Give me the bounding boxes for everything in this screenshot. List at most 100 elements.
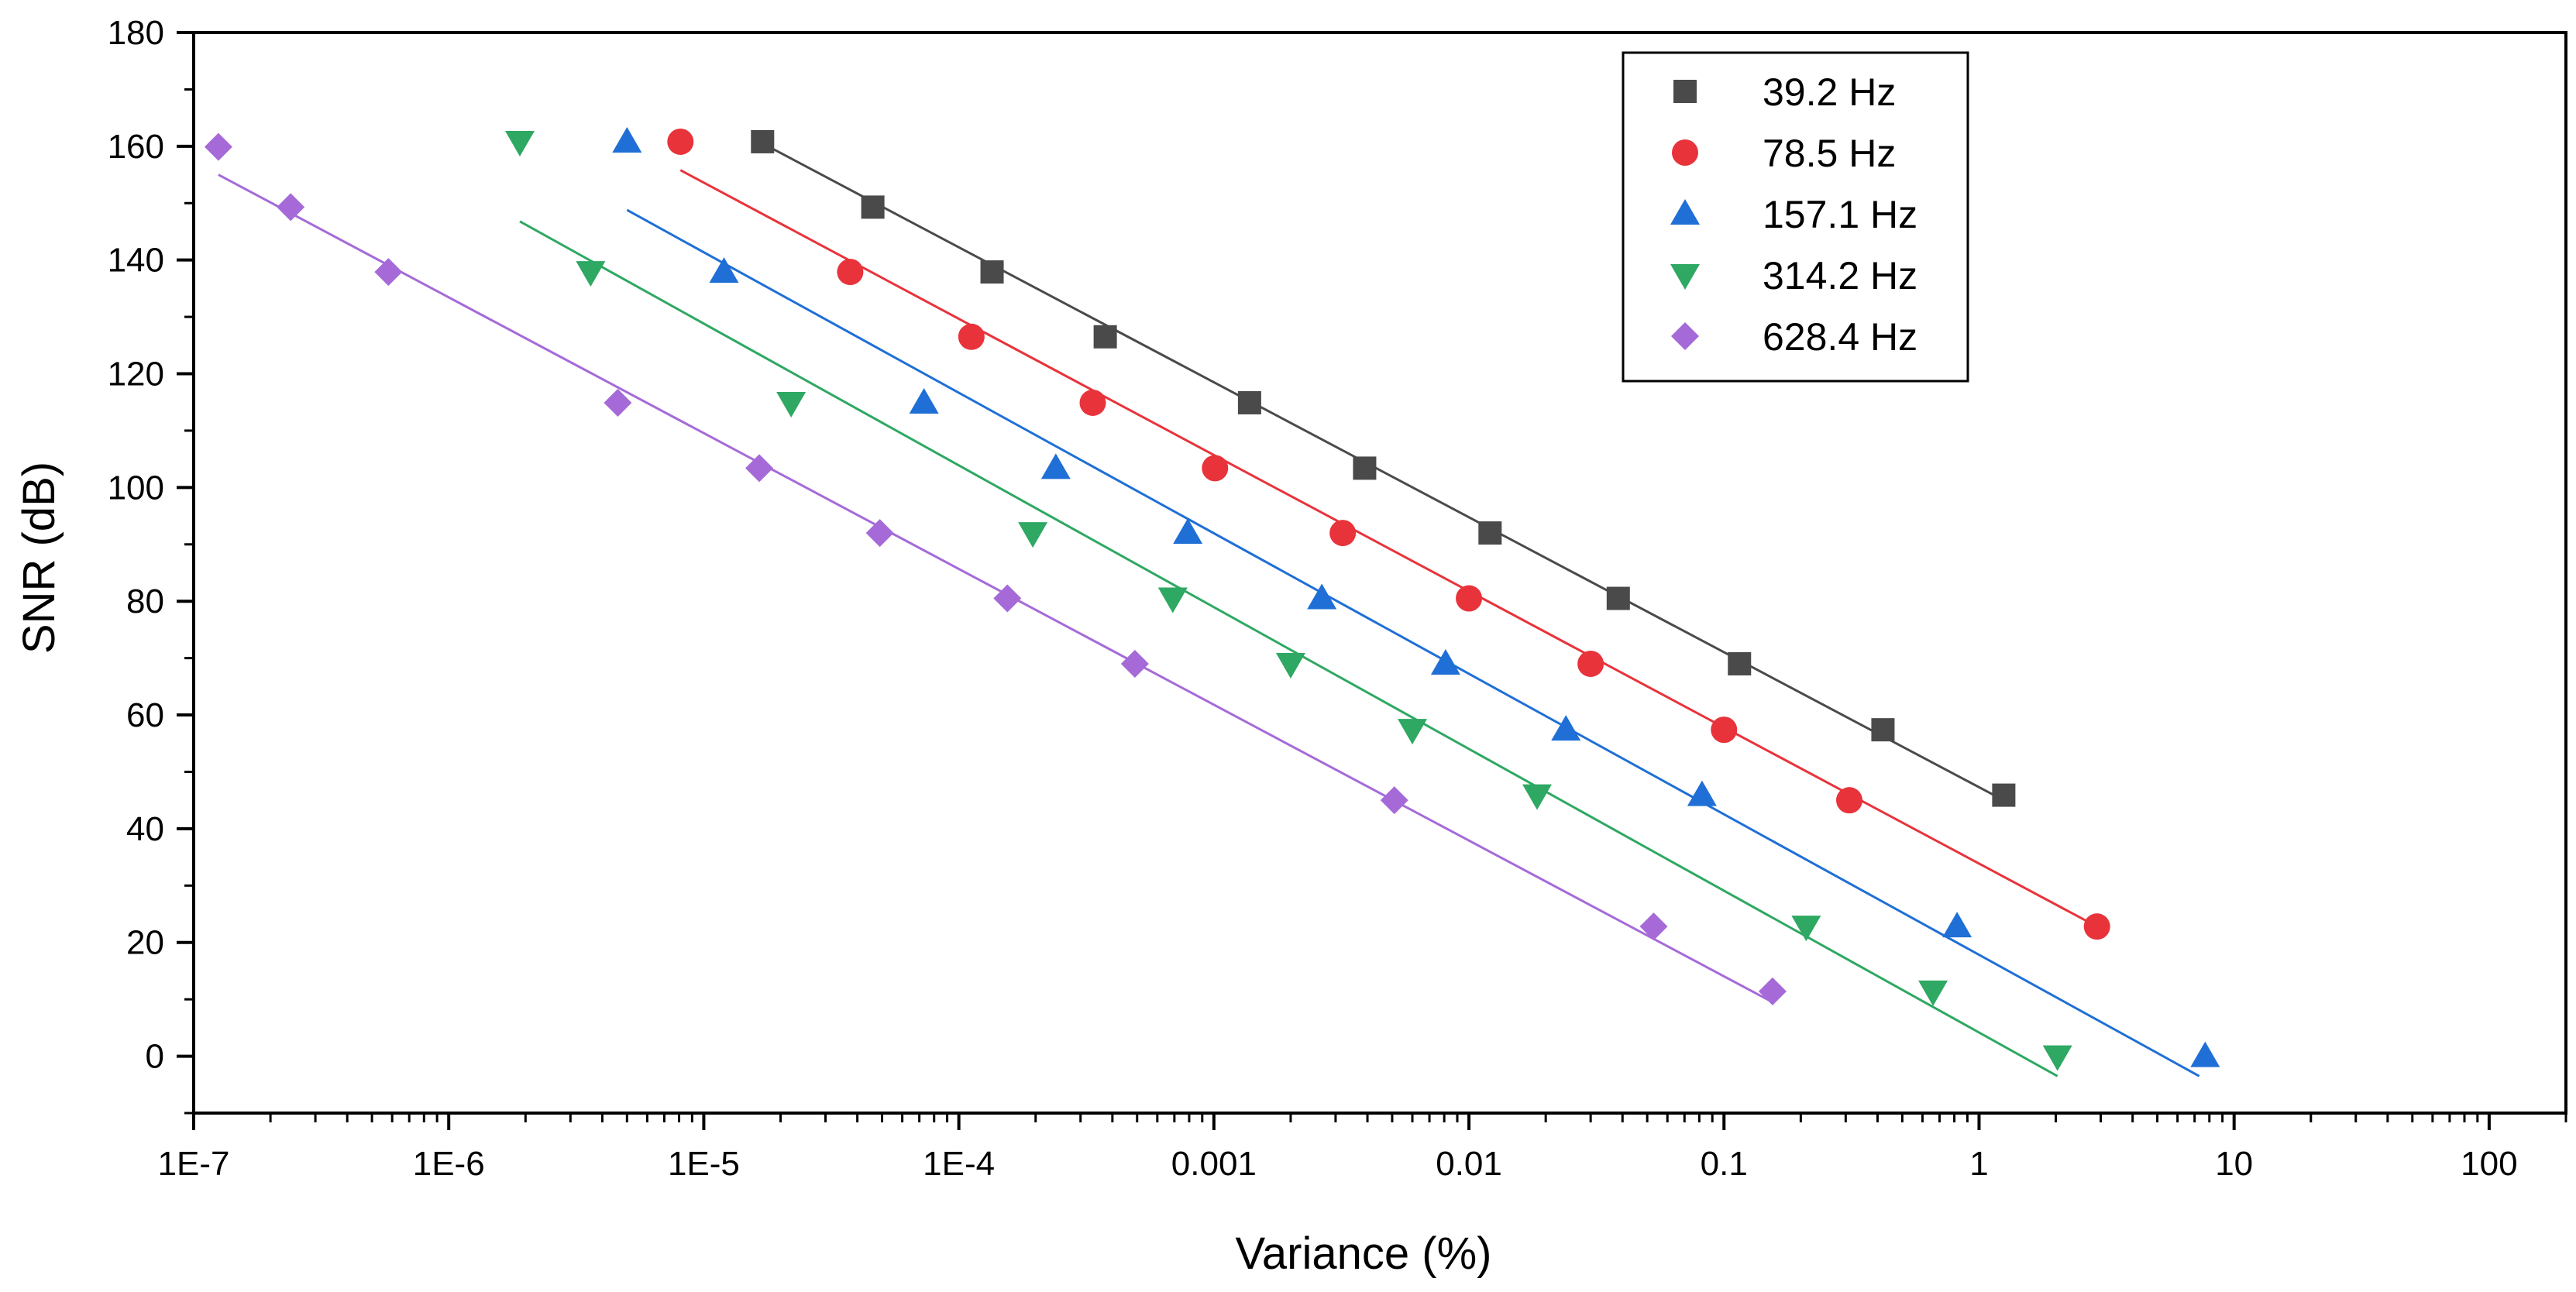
legend-label: 157.1 Hz (1763, 193, 1917, 236)
data-point (504, 130, 535, 156)
data-point (776, 391, 807, 417)
data-point (837, 259, 864, 286)
legend-label: 78.5 Hz (1763, 132, 1896, 175)
data-point (1606, 586, 1630, 610)
legend: 39.2 Hz 78.5 Hz 157.1 Hz 314.2 Hz 628.4 Hz (1622, 51, 1969, 383)
data-point (1551, 715, 1581, 741)
y-tick-label: 140 (108, 242, 164, 280)
data-point (1329, 520, 1357, 547)
data-point (2083, 913, 2110, 940)
data-point (1577, 650, 1604, 677)
data-point (1237, 390, 1261, 414)
data-point (1120, 649, 1149, 678)
y-tick-label: 60 (126, 696, 164, 734)
data-point (612, 126, 642, 153)
data-point (2190, 1041, 2220, 1067)
data-point (1639, 912, 1668, 941)
data-point (709, 257, 739, 283)
data-point (1758, 977, 1787, 1005)
data-point (1040, 453, 1071, 479)
y-tick-label: 0 (146, 1038, 164, 1076)
data-point (667, 128, 694, 155)
x-tick-label: 1 (1969, 1145, 1988, 1183)
data-point (1173, 518, 1203, 545)
data-point (958, 323, 985, 350)
x-tick-label: 10 (2215, 1145, 2253, 1183)
legend-label: 39.2 Hz (1763, 70, 1896, 114)
x-tick-label: 0.1 (1701, 1145, 1748, 1183)
data-point (277, 193, 305, 222)
data-point (1456, 585, 1483, 612)
fit-line-2 (626, 208, 2200, 1077)
data-point (1202, 455, 1229, 482)
x-tick-label: 1E-7 (158, 1145, 230, 1183)
data-point (576, 261, 606, 287)
data-markers (204, 126, 2220, 1071)
x-tick-label: 100 (2461, 1145, 2517, 1183)
fit-lines (218, 142, 2200, 1077)
data-point (204, 132, 232, 161)
legend-marker (1670, 199, 1700, 225)
x-tick-label: 1E-4 (923, 1145, 995, 1183)
fit-line-3 (519, 220, 2058, 1077)
x-tick-label: 0.01 (1436, 1145, 1502, 1183)
data-point (1079, 389, 1106, 416)
y-tick-label: 20 (126, 924, 164, 962)
data-point (745, 454, 774, 483)
data-point (374, 258, 403, 287)
data-point (604, 388, 632, 417)
x-tick-label: 0.001 (1171, 1145, 1257, 1183)
fit-line-0 (762, 142, 2005, 802)
data-point (1836, 787, 1863, 814)
x-tick-label: 1E-5 (668, 1145, 740, 1183)
data-point (1018, 522, 1048, 548)
y-tick-label: 40 (126, 810, 164, 848)
data-point (1522, 784, 1553, 810)
legend-marker (1671, 322, 1699, 350)
data-point (1728, 651, 1752, 675)
data-point (1478, 521, 1502, 545)
data-point (1398, 719, 1428, 745)
legend-label: 628.4 Hz (1763, 315, 1917, 359)
data-point (1430, 648, 1460, 675)
x-axis-title: Variance (%) (1236, 1228, 1492, 1279)
data-point (1275, 652, 1305, 679)
data-point (1157, 587, 1188, 613)
y-axis-title: SNR (dB) (14, 462, 64, 654)
legend-marker (1670, 264, 1700, 290)
data-point (1871, 718, 1895, 742)
plot-frame (192, 31, 2567, 1115)
data-point (2042, 1045, 2072, 1071)
y-tick-label: 180 (108, 14, 164, 52)
legend-marker (1673, 80, 1697, 103)
data-point (1711, 716, 1738, 744)
y-tick-label: 80 (126, 582, 164, 620)
data-point (1353, 456, 1377, 480)
data-point (1093, 325, 1117, 349)
legend-marker (1672, 139, 1698, 166)
data-point (751, 129, 775, 153)
x-tick-label: 1E-6 (413, 1145, 485, 1183)
y-tick-label: 100 (108, 469, 164, 507)
fit-line-4 (218, 174, 1773, 1004)
data-point (865, 519, 894, 548)
y-tick-label: 160 (108, 128, 164, 166)
data-point (1380, 786, 1408, 815)
data-point (1992, 783, 2016, 807)
data-point (1918, 980, 1948, 1006)
y-axis-ticks: 0 20 40 60 80 100 120 140 160 180 (108, 14, 194, 1115)
y-tick-label: 120 (108, 356, 164, 393)
data-point (1687, 780, 1717, 806)
legend-label: 314.2 Hz (1763, 254, 1917, 297)
data-point (1942, 912, 1972, 938)
plot-border (192, 31, 2567, 1115)
data-point (1791, 916, 1821, 942)
data-point (1307, 583, 1337, 610)
data-point (993, 584, 1022, 613)
data-point (861, 195, 885, 219)
x-axis-ticks: 1E-7 1E-6 1E-5 1E-4 0.001 0.01 0.1 1 10 100 (158, 1113, 2567, 1183)
data-point (980, 260, 1004, 284)
data-point (909, 387, 939, 414)
